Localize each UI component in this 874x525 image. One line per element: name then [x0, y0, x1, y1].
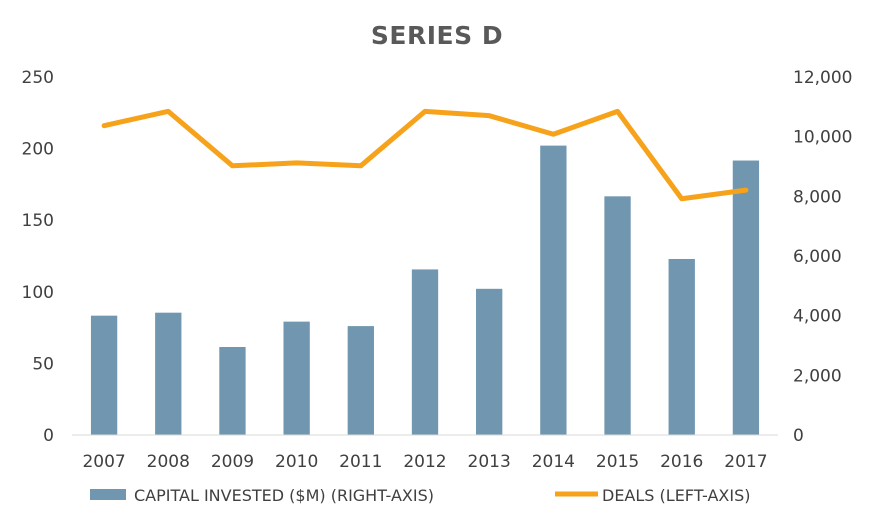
left-axis: 0 50 100 150 200 250	[22, 68, 54, 446]
bar-2012	[411, 269, 439, 435]
bar-2015	[604, 196, 631, 435]
x-tick-label: 2013	[468, 452, 511, 472]
legend-label-deals: DEALS (LEFT-AXIS)	[602, 486, 750, 505]
right-tick-label: 0	[793, 426, 804, 446]
left-tick-label: 0	[43, 426, 54, 446]
deals-line	[101, 108, 749, 202]
bar-2011	[347, 326, 374, 435]
bar-2017	[732, 160, 760, 436]
x-tick-label: 2016	[660, 452, 703, 472]
x-tick-label: 2012	[403, 452, 446, 472]
left-tick-label: 250	[22, 68, 54, 88]
right-tick-label: 2,000	[793, 366, 842, 386]
x-tick-label: 2014	[532, 452, 575, 472]
x-axis: 2007 2008 2009 2010 2011 2012 2013 2014 2015 2016…	[82, 452, 767, 472]
bar-2008	[155, 312, 182, 435]
legend-swatch-capital	[90, 489, 126, 500]
bar-2016	[668, 258, 695, 435]
x-tick-label: 2009	[211, 452, 254, 472]
right-tick-label: 8,000	[793, 187, 842, 207]
x-tick-label: 2008	[147, 452, 190, 472]
x-tick-label: 2011	[339, 452, 382, 472]
legend-label-capital: CAPITAL INVESTED ($M) (RIGHT-AXIS)	[134, 486, 434, 505]
left-tick-label: 100	[22, 283, 54, 303]
x-tick-label: 2007	[82, 452, 125, 472]
line-series	[101, 108, 749, 202]
right-axis: 0 2,000 4,000 6,000 8,000 10,000 12,000	[793, 68, 852, 446]
left-tick-label: 150	[22, 211, 54, 231]
bar-2007	[90, 315, 118, 435]
bar-2009	[219, 346, 246, 435]
right-tick-label: 10,000	[793, 128, 852, 148]
right-tick-label: 4,000	[793, 307, 842, 327]
chart-title: SERIES D	[371, 21, 503, 50]
bar-2014	[540, 145, 567, 435]
legend: CAPITAL INVESTED ($M) (RIGHT-AXIS) DEALS…	[90, 486, 750, 505]
right-tick-label: 12,000	[793, 68, 852, 88]
right-tick-label: 6,000	[793, 247, 842, 267]
x-tick-label: 2010	[275, 452, 318, 472]
left-tick-label: 200	[22, 140, 54, 160]
bar-2010	[283, 321, 310, 435]
left-tick-label: 50	[32, 354, 54, 374]
x-tick-label: 2015	[596, 452, 639, 472]
bar-series	[90, 145, 760, 436]
bar-2013	[476, 288, 503, 435]
x-tick-label: 2017	[724, 452, 767, 472]
